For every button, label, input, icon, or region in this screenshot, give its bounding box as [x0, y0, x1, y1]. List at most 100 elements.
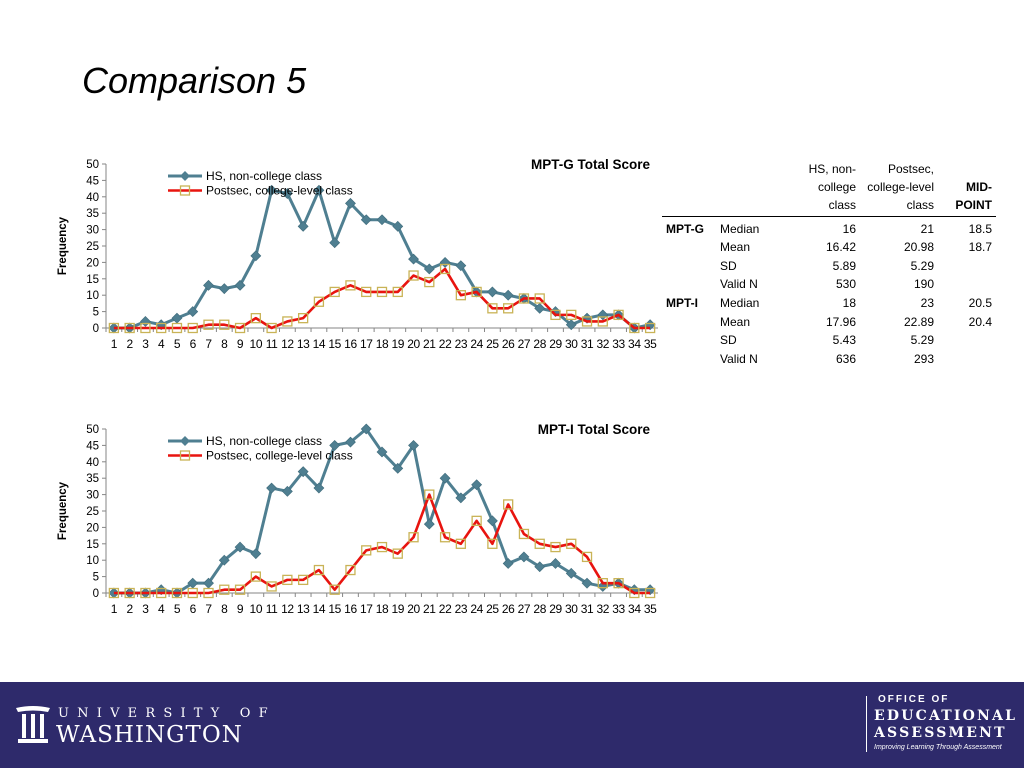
- y-tick-label: 10: [86, 290, 99, 302]
- data-point: [282, 574, 293, 586]
- x-tick-label: 15: [328, 602, 341, 616]
- x-tick-label: 6: [190, 602, 197, 616]
- data-point: [297, 313, 309, 324]
- x-tick-label: 35: [644, 602, 657, 616]
- data-point: [266, 482, 278, 494]
- x-tick-label: 2: [127, 337, 134, 351]
- data-point: [360, 214, 372, 226]
- x-tick-label: 21: [423, 337, 436, 351]
- data-point: [297, 220, 309, 232]
- x-tick-label: 1: [111, 337, 118, 351]
- chart-title: MPT-G Total Score: [531, 157, 651, 172]
- data-point: [313, 184, 325, 196]
- y-tick-label: 20: [86, 257, 99, 269]
- stats-postsec-value: 5.29: [910, 258, 934, 273]
- data-point: [187, 306, 199, 318]
- y-tick-label: 35: [86, 473, 99, 485]
- y-tick-label: 40: [86, 457, 99, 469]
- data-point: [534, 293, 545, 304]
- oea-line2: EDUCATIONAL: [874, 708, 1018, 724]
- data-point: [266, 322, 277, 334]
- data-point: [329, 286, 340, 298]
- data-point: [345, 436, 356, 448]
- legend-label: HS, non-college class: [206, 169, 322, 183]
- data-point: [471, 515, 482, 526]
- data-point: [534, 538, 545, 549]
- x-tick-label: 26: [502, 602, 515, 616]
- stats-hs-value: 530: [835, 277, 856, 292]
- data-point: [376, 446, 388, 458]
- legend-marker: [180, 171, 190, 181]
- data-point: [361, 545, 372, 556]
- data-point: [140, 587, 151, 599]
- y-tick-label: 20: [86, 522, 99, 534]
- x-tick-label: 30: [565, 337, 578, 351]
- x-tick-label: 16: [344, 602, 357, 616]
- data-point: [250, 313, 261, 324]
- data-point: [266, 581, 277, 592]
- stats-metric-label: SD: [720, 258, 737, 273]
- stats-postsec-value: 20.98: [903, 240, 934, 255]
- data-point: [219, 319, 230, 330]
- stats-midpoint-value: [938, 254, 996, 273]
- x-tick-label: 17: [360, 337, 373, 351]
- x-tick-label: 3: [142, 337, 149, 351]
- data-point: [597, 578, 608, 589]
- y-tick-label: 30: [86, 225, 99, 237]
- stats-hs-value: 18: [842, 295, 856, 310]
- data-point: [439, 263, 451, 275]
- data-point: [313, 296, 325, 307]
- stats-header-row: HS, non-college class Postsec, college-l…: [662, 160, 996, 217]
- x-tick-label: 12: [281, 337, 294, 351]
- x-tick-label: 22: [439, 337, 452, 351]
- x-tick-label: 19: [391, 602, 404, 616]
- data-point: [140, 316, 151, 327]
- data-point: [171, 587, 183, 599]
- data-point: [408, 253, 419, 265]
- stats-postsec-value: 22.89: [903, 314, 934, 329]
- x-tick-label: 32: [597, 337, 610, 351]
- x-tick-label: 9: [237, 602, 244, 616]
- data-point: [361, 286, 372, 298]
- data-point: [297, 574, 309, 586]
- y-tick-label: 30: [86, 490, 99, 502]
- slide-title: Comparison 5: [82, 60, 307, 101]
- stats-midpoint-value: 18.5: [968, 221, 992, 236]
- stats-row: MPT-G Median 16 21 18.5: [662, 217, 996, 236]
- data-point: [250, 548, 262, 560]
- data-point: [424, 276, 435, 288]
- data-point: [455, 260, 467, 272]
- data-point: [597, 316, 608, 327]
- y-tick-label: 0: [93, 323, 99, 335]
- y-tick-label: 40: [86, 192, 99, 204]
- data-point: [392, 548, 403, 559]
- x-tick-label: 5: [174, 337, 181, 351]
- stats-row: MPT-I Median 18 23 20.5: [662, 291, 996, 310]
- x-tick-label: 1: [111, 602, 118, 616]
- x-tick-label: 27: [518, 602, 531, 616]
- x-tick-label: 15: [328, 337, 341, 351]
- legend-label: Postsec, college-level class: [206, 449, 353, 463]
- data-point: [455, 538, 467, 549]
- data-point: [345, 280, 356, 291]
- data-point: [376, 286, 388, 298]
- stats-midpoint-value: 20.5: [968, 295, 992, 310]
- data-point: [392, 220, 404, 232]
- series-line: [113, 493, 651, 595]
- x-tick-label: 29: [549, 337, 562, 351]
- data-point: [187, 587, 198, 599]
- stats-postsec-value: 293: [913, 351, 934, 366]
- data-point: [550, 541, 561, 553]
- legend-marker: [179, 185, 191, 196]
- y-tick-label: 15: [86, 539, 99, 551]
- data-point: [550, 558, 561, 569]
- data-point: [140, 322, 151, 334]
- stats-midpoint-value: [938, 329, 996, 348]
- data-point: [281, 485, 293, 497]
- stats-midpoint-value: 20.4: [968, 314, 992, 329]
- data-point: [281, 188, 293, 199]
- data-point: [392, 286, 403, 298]
- data-point: [566, 309, 577, 321]
- data-point: [266, 184, 278, 196]
- series-postsec-college-level: [108, 263, 656, 334]
